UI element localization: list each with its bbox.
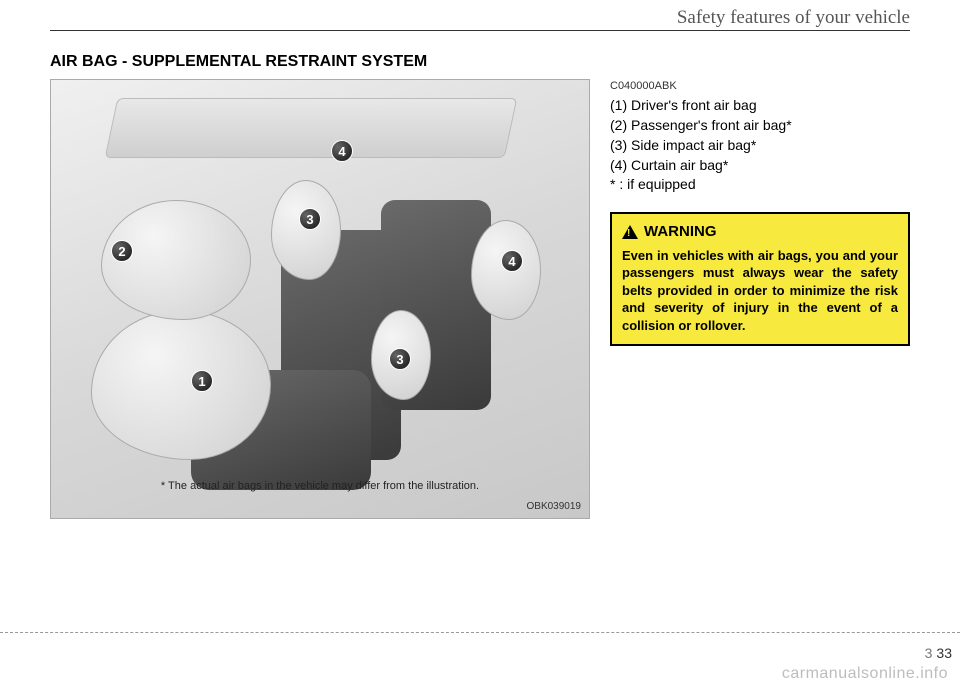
header-rule: Safety features of your vehicle xyxy=(50,30,910,31)
warning-title: WARNING xyxy=(644,222,717,242)
warning-title-row: WARNING xyxy=(622,222,898,242)
legend-item: (4) Curtain air bag* xyxy=(610,156,910,175)
legend-item: (2) Passenger's front air bag* xyxy=(610,116,910,135)
warning-icon xyxy=(622,225,638,239)
section-title: Safety features of your vehicle xyxy=(677,7,910,29)
airbag-figure: 1 2 3 3 4 4 * The actual air bags in the… xyxy=(50,79,590,519)
legend-column: C040000ABK (1) Driver's front air bag (2… xyxy=(610,79,910,519)
page-number-value: 33 xyxy=(936,645,952,661)
footer-dash xyxy=(0,632,960,633)
figure-caption: * The actual air bags in the vehicle may… xyxy=(51,480,589,492)
warning-box: WARNING Even in vehicles with air bags, … xyxy=(610,212,910,346)
legend-item: (1) Driver's front air bag xyxy=(610,96,910,115)
callout-1: 1 xyxy=(191,370,213,392)
chapter-number: 3 xyxy=(925,645,933,661)
legend-code: C040000ABK xyxy=(610,79,910,94)
legend-item: (3) Side impact air bag* xyxy=(610,136,910,155)
page-heading: AIR BAG - SUPPLEMENTAL RESTRAINT SYSTEM xyxy=(50,53,910,71)
page-number: 333 xyxy=(925,645,952,661)
callout-3b: 3 xyxy=(389,348,411,370)
figure-code: OBK039019 xyxy=(527,501,582,512)
callout-4a: 4 xyxy=(331,140,353,162)
warning-text: Even in vehicles with air bags, you and … xyxy=(622,247,898,335)
legend-item: * : if equipped xyxy=(610,175,910,194)
callout-3a: 3 xyxy=(299,208,321,230)
watermark: carmanualsonline.info xyxy=(782,665,948,683)
callout-4b: 4 xyxy=(501,250,523,272)
callout-2: 2 xyxy=(111,240,133,262)
